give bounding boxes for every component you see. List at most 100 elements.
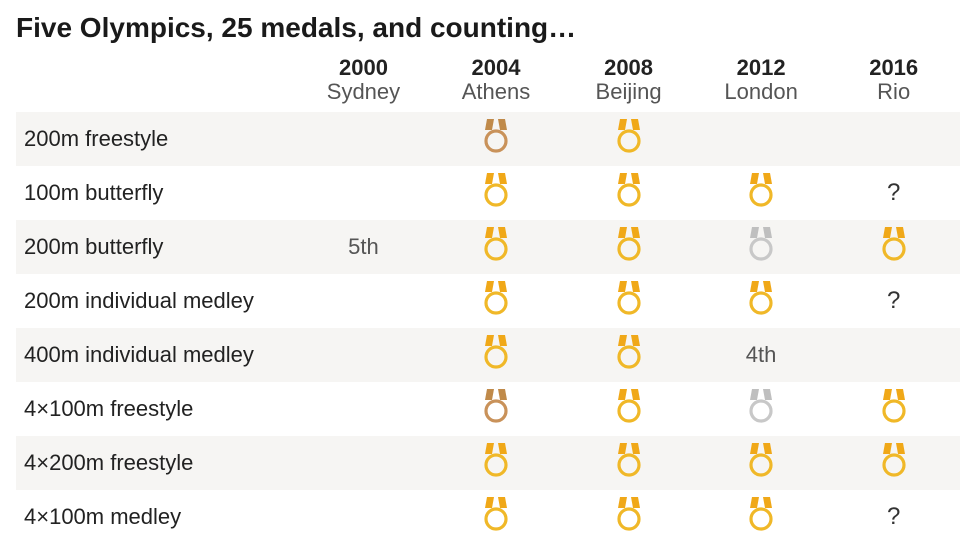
gold-medal-icon [879, 443, 909, 477]
gold-medal-icon [481, 335, 511, 369]
header-year-0: 2000 Sydney [297, 54, 430, 112]
result-cell [695, 382, 828, 436]
gold-medal-icon [614, 443, 644, 477]
gold-medal-icon [614, 281, 644, 315]
result-cell [297, 274, 430, 328]
result-cell [430, 166, 563, 220]
result-cell [430, 382, 563, 436]
bronze-medal-icon [481, 119, 511, 153]
question-mark: ? [887, 179, 900, 206]
gold-medal-icon [614, 335, 644, 369]
result-cell [827, 382, 960, 436]
gold-medal-icon [879, 227, 909, 261]
header-year-label: 2012 [699, 56, 824, 80]
event-name-cell: 200m individual medley [16, 274, 297, 328]
header-year-label: 2008 [566, 56, 691, 80]
result-cell [695, 490, 828, 544]
gold-medal-icon [879, 389, 909, 423]
result-cell [827, 328, 960, 382]
result-cell [430, 328, 563, 382]
result-cell [562, 328, 695, 382]
table-row: 200m butterfly 5th [16, 220, 960, 274]
result-cell [297, 166, 430, 220]
result-cell [562, 274, 695, 328]
result-cell: 5th [297, 220, 430, 274]
result-cell [827, 112, 960, 166]
table-header: 2000 Sydney 2004 Athens 2008 Beijing 201… [16, 54, 960, 112]
header-city-label: Beijing [566, 80, 691, 104]
result-cell [695, 112, 828, 166]
infographic-container: Five Olympics, 25 medals, and counting… … [0, 0, 976, 544]
page-title: Five Olympics, 25 medals, and counting… [16, 12, 960, 44]
silver-medal-icon [746, 227, 776, 261]
result-cell [562, 436, 695, 490]
header-year-label: 2016 [831, 56, 956, 80]
result-cell [695, 220, 828, 274]
silver-medal-icon [746, 389, 776, 423]
result-cell [695, 274, 828, 328]
table-row: 4×200m freestyle [16, 436, 960, 490]
event-name-cell: 4×200m freestyle [16, 436, 297, 490]
result-cell [562, 166, 695, 220]
header-year-label: 2000 [301, 56, 426, 80]
table-row: 400m individual medley 4th [16, 328, 960, 382]
result-cell [430, 274, 563, 328]
result-cell [827, 436, 960, 490]
bronze-medal-icon [481, 389, 511, 423]
header-year-4: 2016 Rio [827, 54, 960, 112]
header-year-1: 2004 Athens [430, 54, 563, 112]
gold-medal-icon [614, 119, 644, 153]
table-row: 4×100m freestyle [16, 382, 960, 436]
gold-medal-icon [481, 497, 511, 531]
table-row: 100m butterfly ? [16, 166, 960, 220]
result-cell [430, 436, 563, 490]
table-row: 200m freestyle [16, 112, 960, 166]
gold-medal-icon [746, 281, 776, 315]
result-cell [297, 382, 430, 436]
result-cell [562, 382, 695, 436]
question-mark: ? [887, 503, 900, 530]
event-name-cell: 4×100m freestyle [16, 382, 297, 436]
header-city-label: London [699, 80, 824, 104]
event-name-cell: 200m butterfly [16, 220, 297, 274]
gold-medal-icon [481, 443, 511, 477]
result-cell: ? [827, 166, 960, 220]
result-cell: 4th [695, 328, 828, 382]
header-year-3: 2012 London [695, 54, 828, 112]
result-cell [562, 490, 695, 544]
question-mark: ? [887, 287, 900, 314]
result-cell [695, 166, 828, 220]
table-body: 200m freestyle 100m butterfly ?200m butt… [16, 112, 960, 544]
result-cell [430, 220, 563, 274]
event-name-cell: 4×100m medley [16, 490, 297, 544]
event-name-cell: 100m butterfly [16, 166, 297, 220]
result-cell [297, 112, 430, 166]
gold-medal-icon [614, 389, 644, 423]
header-city-label: Athens [434, 80, 559, 104]
header-year-label: 2004 [434, 56, 559, 80]
result-cell [562, 112, 695, 166]
gold-medal-icon [614, 497, 644, 531]
header-year-2: 2008 Beijing [562, 54, 695, 112]
result-cell: ? [827, 490, 960, 544]
header-city-label: Rio [831, 80, 956, 104]
result-cell [297, 490, 430, 544]
gold-medal-icon [746, 497, 776, 531]
result-cell [695, 436, 828, 490]
header-city-label: Sydney [301, 80, 426, 104]
gold-medal-icon [481, 227, 511, 261]
event-name-cell: 200m freestyle [16, 112, 297, 166]
gold-medal-icon [481, 173, 511, 207]
table-row: 4×100m medley ? [16, 490, 960, 544]
gold-medal-icon [746, 173, 776, 207]
placement-text: 4th [746, 342, 777, 367]
result-cell [430, 490, 563, 544]
result-cell [297, 328, 430, 382]
gold-medal-icon [746, 443, 776, 477]
placement-text: 5th [348, 234, 379, 259]
result-cell [297, 436, 430, 490]
table-row: 200m individual medley ? [16, 274, 960, 328]
gold-medal-icon [614, 227, 644, 261]
result-cell [827, 220, 960, 274]
event-name-cell: 400m individual medley [16, 328, 297, 382]
